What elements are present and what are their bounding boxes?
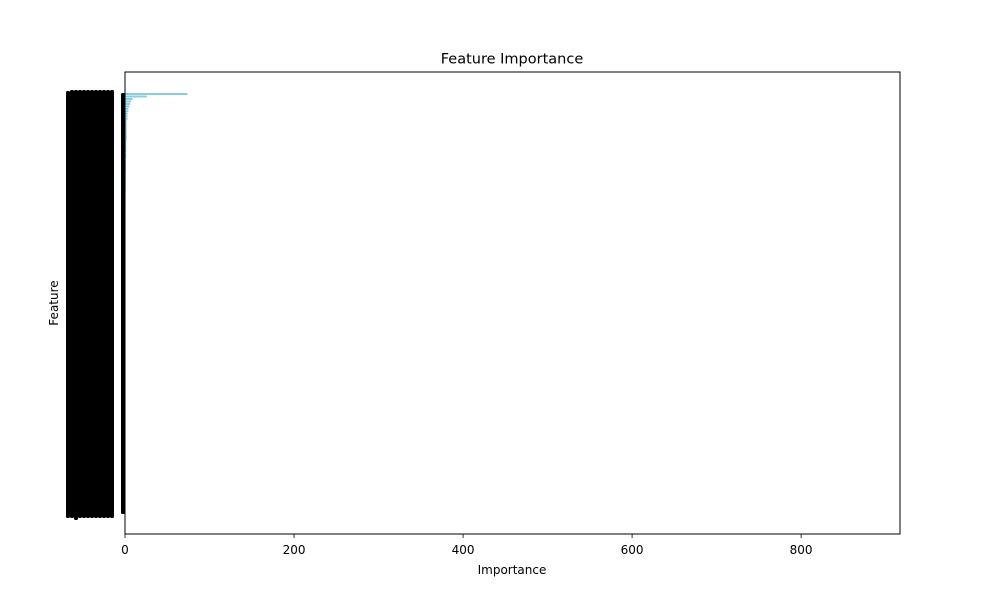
- bar: [125, 169, 127, 172]
- ytick-label-stroke: [66, 91, 70, 518]
- bar: [125, 167, 127, 170]
- ytick-label-stroke: [110, 90, 114, 518]
- ytick-label-stroke: [98, 90, 102, 518]
- bar: [125, 159, 127, 162]
- chart-title: Feature Importance: [441, 52, 584, 68]
- xtick-label: 0: [121, 543, 129, 557]
- bar: [125, 147, 127, 150]
- x-axis-label: Importance: [478, 563, 547, 577]
- bar: [125, 127, 127, 130]
- bar: [125, 105, 130, 108]
- bar: [125, 117, 128, 120]
- bar: [125, 145, 127, 148]
- xtick-label: 800: [790, 543, 813, 557]
- ytick-label-stroke: [78, 90, 82, 518]
- y-axis-label: Feature: [47, 280, 61, 325]
- bar: [125, 120, 127, 123]
- ytick-label-stroke: [82, 90, 86, 518]
- bar: [125, 122, 127, 125]
- bar: [125, 100, 131, 103]
- ytick-labels-overlap: [66, 90, 125, 520]
- bar: [125, 162, 127, 165]
- bar: [125, 140, 127, 143]
- bar: [125, 112, 128, 115]
- xtick-label: 600: [621, 543, 644, 557]
- bar: [125, 97, 133, 100]
- bar: [125, 95, 147, 98]
- bar: [125, 157, 127, 160]
- ytick-label-stroke: [90, 90, 94, 518]
- ytick-label-stroke: [94, 90, 98, 518]
- ytick-label-stroke: [86, 90, 90, 518]
- bar: [125, 164, 127, 167]
- plot-frame: [124, 71, 901, 535]
- ytick-marks: [121, 93, 125, 514]
- bar: [125, 154, 127, 157]
- bar: [125, 107, 129, 110]
- bar: [125, 93, 188, 95]
- bar: [125, 142, 127, 145]
- ytick-label-stroke: [74, 90, 78, 520]
- ytick-label-stroke: [102, 90, 106, 518]
- xtick-label: 400: [452, 543, 475, 557]
- bar: [125, 125, 127, 128]
- bar: [125, 135, 127, 138]
- bar: [125, 137, 127, 140]
- ytick-label-stroke: [70, 90, 74, 518]
- bar: [125, 150, 127, 153]
- ytick-label-stroke: [106, 90, 110, 518]
- bar: [125, 130, 127, 133]
- bar: [125, 115, 128, 118]
- bar: [125, 102, 131, 105]
- xtick-label: 200: [283, 543, 306, 557]
- bar: [125, 110, 129, 113]
- bar: [125, 132, 127, 135]
- xtick-group: 0 200 400 600 800: [121, 534, 813, 557]
- bar: [125, 152, 127, 155]
